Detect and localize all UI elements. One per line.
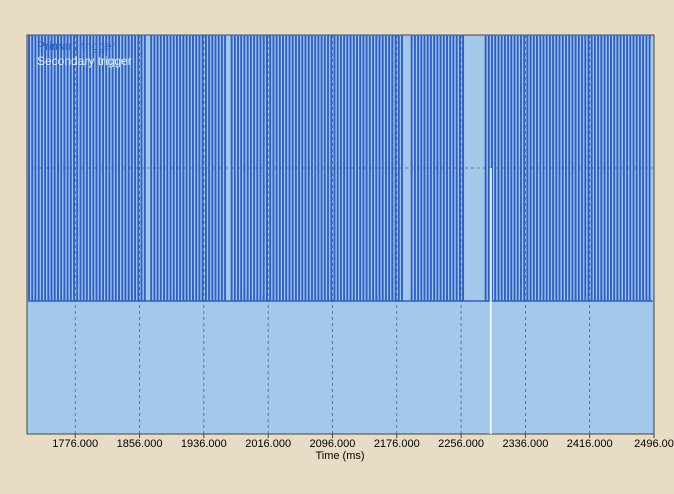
x-tick-label: 2336.000 — [502, 438, 548, 450]
x-tick-label: 2096.000 — [310, 438, 356, 450]
legend: Primary trigger Secondary trigger — [37, 39, 132, 68]
primary-trigger-line — [28, 34, 651, 301]
series-group — [28, 34, 653, 434]
x-tick-label: 2256.000 — [438, 438, 484, 450]
x-tick-label: 2016.000 — [245, 438, 291, 450]
x-tick-label: 1776.000 — [52, 438, 98, 450]
x-tick-label: 2496.00 — [634, 438, 674, 450]
legend-entry-secondary: Secondary trigger — [37, 54, 132, 68]
x-tick-label: 1856.000 — [117, 438, 163, 450]
x-tick-label: 2416.000 — [567, 438, 613, 450]
x-tick-label: 2176.000 — [374, 438, 420, 450]
x-tick-label: 1936.000 — [181, 438, 227, 450]
legend-entry-primary: Primary trigger — [37, 39, 116, 53]
x-tick-labels: 1776.000 1856.000 1936.000 2016.000 2096.000… — [52, 434, 674, 450]
x-axis-label: Time (ms) — [315, 450, 364, 462]
